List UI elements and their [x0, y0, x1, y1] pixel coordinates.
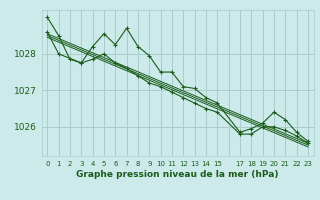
X-axis label: Graphe pression niveau de la mer (hPa): Graphe pression niveau de la mer (hPa): [76, 170, 279, 179]
